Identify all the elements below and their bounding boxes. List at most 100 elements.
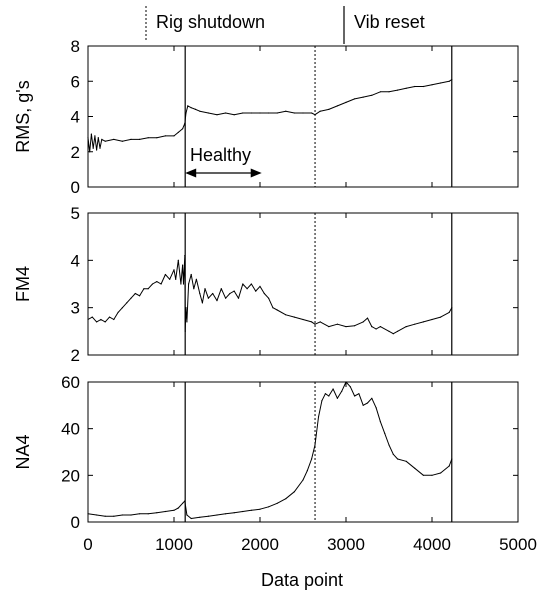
x-tick-label: 2000 xyxy=(241,535,279,554)
data-point xyxy=(319,321,321,323)
data-point xyxy=(345,381,347,383)
data-point xyxy=(397,330,399,332)
data-point xyxy=(177,259,179,261)
data-point xyxy=(207,515,209,517)
data-point xyxy=(293,112,295,114)
data-point xyxy=(139,138,141,140)
data-point xyxy=(250,283,252,285)
data-point xyxy=(156,281,158,283)
data-point xyxy=(184,255,186,257)
data-point xyxy=(311,112,313,114)
data-point xyxy=(225,112,227,114)
data-point xyxy=(345,326,347,328)
data-point xyxy=(199,292,201,295)
data-point xyxy=(190,273,192,276)
data-point xyxy=(321,400,323,402)
data-point xyxy=(99,147,101,149)
data-point xyxy=(96,514,98,516)
healthy-arrowhead-right xyxy=(250,168,262,178)
data-point xyxy=(194,108,197,110)
data-point xyxy=(156,512,158,514)
data-point xyxy=(185,112,187,114)
data-point xyxy=(448,465,450,467)
data-point xyxy=(121,514,123,516)
data-point xyxy=(379,91,381,93)
data-point xyxy=(255,290,257,292)
data-point xyxy=(302,112,304,114)
data-point xyxy=(195,278,197,280)
data-point xyxy=(314,323,316,325)
data-point xyxy=(328,395,330,397)
y-tick-label: 6 xyxy=(71,72,80,91)
data-point xyxy=(190,517,192,520)
x-tick-label: 3000 xyxy=(327,535,365,554)
y-tick-label: 20 xyxy=(61,466,80,485)
data-point xyxy=(328,108,330,110)
panel-2: 2 3 4 5 FM4 xyxy=(13,204,519,365)
data-point xyxy=(448,80,450,82)
data-point xyxy=(311,458,313,460)
data-point xyxy=(164,135,166,137)
data-point xyxy=(201,302,203,304)
data-point xyxy=(314,114,316,116)
data-point xyxy=(422,85,424,88)
data-point xyxy=(96,149,98,151)
x-tick-label: 0 xyxy=(83,535,92,554)
data-point xyxy=(104,515,106,517)
series-line xyxy=(87,381,453,519)
data-point xyxy=(87,513,89,515)
data-point xyxy=(422,474,424,476)
data-point xyxy=(319,110,321,112)
data-point xyxy=(233,512,235,514)
data-point xyxy=(184,500,186,502)
data-point xyxy=(175,278,177,280)
data-point xyxy=(92,147,94,149)
data-point xyxy=(173,269,175,271)
data-point xyxy=(90,133,92,135)
data-point xyxy=(89,151,91,153)
plot-frame xyxy=(87,212,519,356)
data-point xyxy=(379,421,381,423)
data-point xyxy=(242,510,244,513)
data-point xyxy=(324,393,326,395)
data-point xyxy=(187,105,189,107)
data-point xyxy=(246,288,248,290)
data-point xyxy=(100,318,102,321)
data-point xyxy=(451,458,453,460)
data-point xyxy=(397,458,399,460)
data-point xyxy=(242,112,244,114)
x-tick-label: 4000 xyxy=(413,535,451,554)
y-tick-label: 8 xyxy=(71,37,80,56)
data-point xyxy=(126,302,128,304)
data-point xyxy=(362,96,364,98)
data-point xyxy=(285,110,287,112)
y-tick-label: 2 xyxy=(71,346,80,365)
data-point xyxy=(306,470,308,472)
data-point xyxy=(336,397,338,399)
data-point xyxy=(173,135,175,137)
data-point xyxy=(160,283,162,285)
healthy-label: Healthy xyxy=(190,145,251,165)
data-point xyxy=(362,321,364,323)
data-point xyxy=(293,491,295,493)
data-point xyxy=(188,283,190,285)
data-point xyxy=(431,84,433,86)
data-point xyxy=(139,295,141,297)
data-point xyxy=(302,479,304,481)
data-point xyxy=(121,307,123,309)
data-point xyxy=(193,288,195,290)
data-point xyxy=(134,292,136,295)
data-point xyxy=(328,326,330,328)
data-point xyxy=(96,321,98,323)
data-point xyxy=(233,290,235,292)
data-point xyxy=(182,128,184,130)
data-point xyxy=(388,330,390,332)
data-point xyxy=(199,516,201,518)
data-point xyxy=(113,515,115,517)
y-tick-label: 0 xyxy=(71,513,80,532)
data-point xyxy=(207,112,209,114)
data-point xyxy=(204,288,206,290)
y-axis-label: NA4 xyxy=(13,434,33,469)
data-point xyxy=(414,467,416,469)
legend-vib-reset: Vib reset xyxy=(354,12,425,32)
